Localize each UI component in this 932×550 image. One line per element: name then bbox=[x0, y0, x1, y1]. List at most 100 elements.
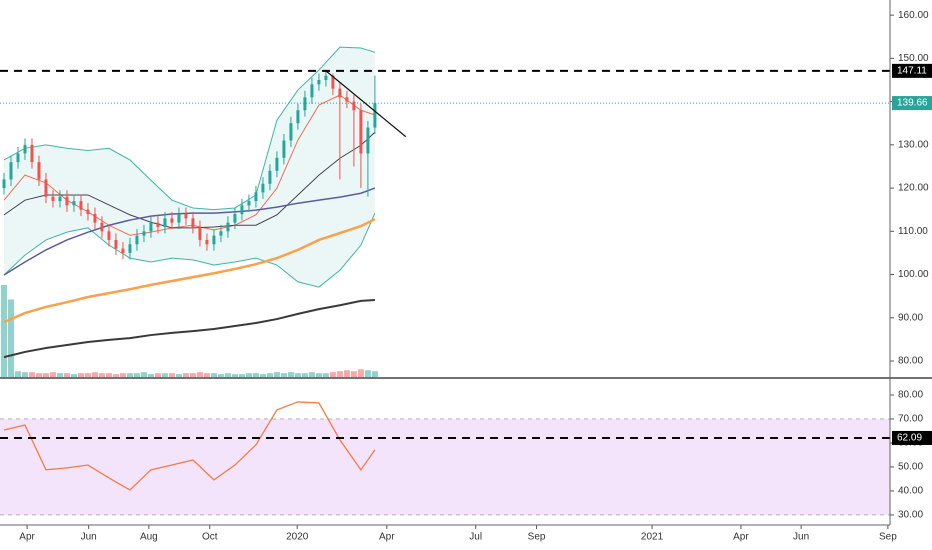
x-tick-label: 2020 bbox=[286, 532, 309, 543]
x-tick-label: Jun bbox=[793, 532, 809, 543]
volume-bar bbox=[238, 374, 245, 377]
y-tick-label: 100.00 bbox=[898, 269, 929, 280]
volume-bar bbox=[231, 374, 238, 377]
candle-body bbox=[226, 222, 230, 232]
volume-bar bbox=[189, 373, 196, 377]
volume-bar bbox=[245, 373, 252, 377]
volume-bar bbox=[203, 373, 210, 377]
trend-line bbox=[325, 70, 407, 138]
x-tick-label: Sep bbox=[879, 532, 897, 543]
candle-body bbox=[345, 97, 349, 102]
y-tick-label: 50.00 bbox=[898, 462, 923, 473]
y-tick-label: 130.00 bbox=[898, 139, 929, 150]
candle-body bbox=[100, 222, 104, 232]
level-label: 62.09 bbox=[897, 433, 922, 444]
volume-bar bbox=[308, 372, 315, 377]
indicator-line bbox=[3, 46, 376, 211]
candle-body bbox=[366, 127, 370, 154]
candle-body bbox=[79, 201, 83, 210]
x-tick-label: Apr bbox=[379, 532, 395, 543]
candle-body bbox=[23, 144, 27, 154]
candle-body bbox=[149, 222, 153, 232]
x-tick-label: Apr bbox=[733, 532, 749, 543]
candle-body bbox=[254, 192, 258, 202]
bollinger-fill bbox=[3, 47, 375, 288]
candle-body bbox=[233, 214, 237, 223]
volume-bar bbox=[364, 370, 371, 377]
volume-bar bbox=[266, 373, 273, 377]
volume-bar bbox=[21, 372, 28, 377]
volume-bar bbox=[35, 373, 42, 377]
x-tick-label: Apr bbox=[19, 532, 35, 543]
candle-body bbox=[338, 88, 342, 98]
candle-body bbox=[135, 235, 139, 245]
candle-body bbox=[142, 231, 146, 236]
volume-bar bbox=[140, 372, 147, 377]
candle-body bbox=[198, 226, 202, 240]
candle-body bbox=[324, 75, 328, 80]
level-badge bbox=[892, 63, 932, 78]
indicator-line bbox=[3, 218, 376, 324]
candle-body bbox=[121, 248, 125, 253]
x-tick-label: Oct bbox=[202, 532, 218, 543]
volume-bar bbox=[273, 372, 280, 377]
volume-bar bbox=[294, 373, 301, 377]
volume-bar bbox=[301, 373, 308, 377]
volume-bar bbox=[77, 373, 84, 377]
volume-bar bbox=[56, 373, 63, 377]
indicator-line bbox=[3, 212, 376, 288]
candle-body bbox=[16, 153, 20, 163]
candle-body bbox=[282, 140, 286, 158]
last-price-label: 139.66 bbox=[897, 98, 928, 109]
y-tick-label: 110.00 bbox=[898, 226, 928, 237]
candle-body bbox=[37, 162, 41, 180]
candle-body bbox=[86, 209, 90, 215]
volume-bar bbox=[98, 373, 105, 377]
volume-bar bbox=[0, 285, 7, 377]
volume-bar bbox=[133, 373, 140, 377]
volume-bar bbox=[161, 373, 168, 377]
rsi-band bbox=[0, 418, 890, 515]
volume-bar bbox=[14, 371, 21, 377]
candle-body bbox=[247, 201, 251, 206]
candle-body bbox=[114, 239, 118, 249]
candle-body bbox=[275, 157, 279, 171]
x-tick-label: Jul bbox=[469, 532, 482, 543]
volume-bar bbox=[7, 299, 14, 377]
candle-body bbox=[184, 214, 188, 219]
y-tick-label: 150.00 bbox=[898, 53, 929, 64]
x-tick-label: Aug bbox=[140, 532, 158, 543]
level-label: 147.11 bbox=[897, 66, 927, 77]
candle-body bbox=[107, 231, 111, 240]
candle-body bbox=[58, 196, 62, 202]
y-tick-label: 70.00 bbox=[898, 414, 923, 425]
candle-body bbox=[296, 110, 300, 124]
volume-bar bbox=[105, 373, 112, 377]
candle-body bbox=[359, 110, 363, 154]
candle-body bbox=[177, 214, 181, 223]
candle-body bbox=[268, 170, 272, 184]
candle-body bbox=[331, 75, 335, 89]
volume-bar bbox=[119, 373, 126, 377]
volume-bar bbox=[42, 373, 49, 377]
volume-bar bbox=[350, 371, 357, 377]
candle-body bbox=[303, 97, 307, 111]
volume-bar bbox=[217, 374, 224, 377]
indicator-line bbox=[3, 401, 376, 491]
volume-bar bbox=[175, 374, 182, 377]
volume-bar bbox=[168, 373, 175, 377]
volume-bar bbox=[70, 374, 77, 377]
volume-bar bbox=[287, 372, 294, 377]
y-tick-label: 160.00 bbox=[898, 10, 929, 21]
volume-bar bbox=[63, 373, 70, 377]
y-tick-label: 80.00 bbox=[898, 356, 923, 367]
volume-bar bbox=[329, 372, 336, 377]
volume-bar bbox=[343, 370, 350, 377]
y-tick-label: 40.00 bbox=[898, 486, 923, 497]
volume-bar bbox=[182, 373, 189, 377]
volume-bar bbox=[252, 373, 259, 377]
candle-body bbox=[93, 214, 97, 223]
candle-body bbox=[2, 179, 6, 189]
candle-body bbox=[352, 101, 356, 111]
candle-body bbox=[156, 222, 160, 227]
